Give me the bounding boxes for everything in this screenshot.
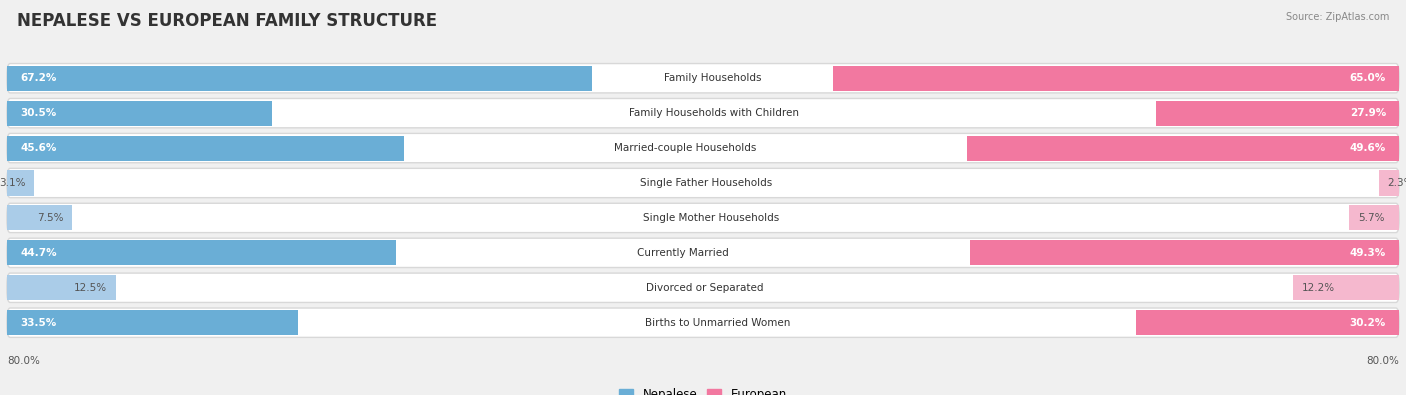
Text: 2.3%: 2.3% (1388, 178, 1406, 188)
Bar (1136, 310, 1399, 335)
FancyBboxPatch shape (7, 134, 1399, 163)
Text: 12.2%: 12.2% (1302, 283, 1334, 293)
Bar (834, 66, 1399, 91)
Bar (7, 275, 115, 300)
FancyBboxPatch shape (7, 238, 1399, 267)
Text: 30.5%: 30.5% (20, 108, 56, 118)
Text: Single Father Households: Single Father Households (640, 178, 773, 188)
FancyBboxPatch shape (7, 273, 1399, 303)
Bar (1350, 205, 1399, 231)
Bar (7, 170, 34, 196)
Text: 27.9%: 27.9% (1350, 108, 1386, 118)
Bar (7, 135, 404, 161)
Text: 80.0%: 80.0% (7, 356, 39, 366)
Text: Family Households: Family Households (664, 73, 761, 83)
Text: Family Households with Children: Family Households with Children (630, 108, 799, 118)
Text: Births to Unmarried Women: Births to Unmarried Women (645, 318, 790, 328)
Legend: Nepalese, European: Nepalese, European (619, 388, 787, 395)
Text: 33.5%: 33.5% (20, 318, 56, 328)
Text: NEPALESE VS EUROPEAN FAMILY STRUCTURE: NEPALESE VS EUROPEAN FAMILY STRUCTURE (17, 12, 437, 30)
Text: 49.3%: 49.3% (1350, 248, 1386, 258)
FancyBboxPatch shape (7, 64, 1399, 93)
FancyBboxPatch shape (7, 98, 1399, 128)
Bar (7, 240, 396, 265)
Text: Currently Married: Currently Married (637, 248, 728, 258)
Bar (7, 310, 298, 335)
Text: Source: ZipAtlas.com: Source: ZipAtlas.com (1285, 12, 1389, 22)
Bar (970, 240, 1399, 265)
FancyBboxPatch shape (7, 308, 1399, 337)
Text: 7.5%: 7.5% (37, 213, 63, 223)
Text: 5.7%: 5.7% (1358, 213, 1385, 223)
FancyBboxPatch shape (7, 203, 1399, 233)
Text: 80.0%: 80.0% (1367, 356, 1399, 366)
Bar (967, 135, 1399, 161)
FancyBboxPatch shape (7, 168, 1399, 198)
Text: 65.0%: 65.0% (1350, 73, 1386, 83)
Text: 49.6%: 49.6% (1350, 143, 1386, 153)
Bar (1294, 275, 1399, 300)
Text: 12.5%: 12.5% (75, 283, 107, 293)
Bar (1379, 170, 1399, 196)
Text: 44.7%: 44.7% (20, 248, 56, 258)
Bar (7, 101, 273, 126)
Text: 67.2%: 67.2% (20, 73, 56, 83)
Text: Married-couple Households: Married-couple Households (614, 143, 756, 153)
Bar (7, 66, 592, 91)
Text: 30.2%: 30.2% (1350, 318, 1386, 328)
Text: Divorced or Separated: Divorced or Separated (645, 283, 763, 293)
Bar (1156, 101, 1399, 126)
Text: 45.6%: 45.6% (20, 143, 56, 153)
Bar (7, 205, 72, 231)
Text: 3.1%: 3.1% (0, 178, 25, 188)
Text: Single Mother Households: Single Mother Households (643, 213, 779, 223)
